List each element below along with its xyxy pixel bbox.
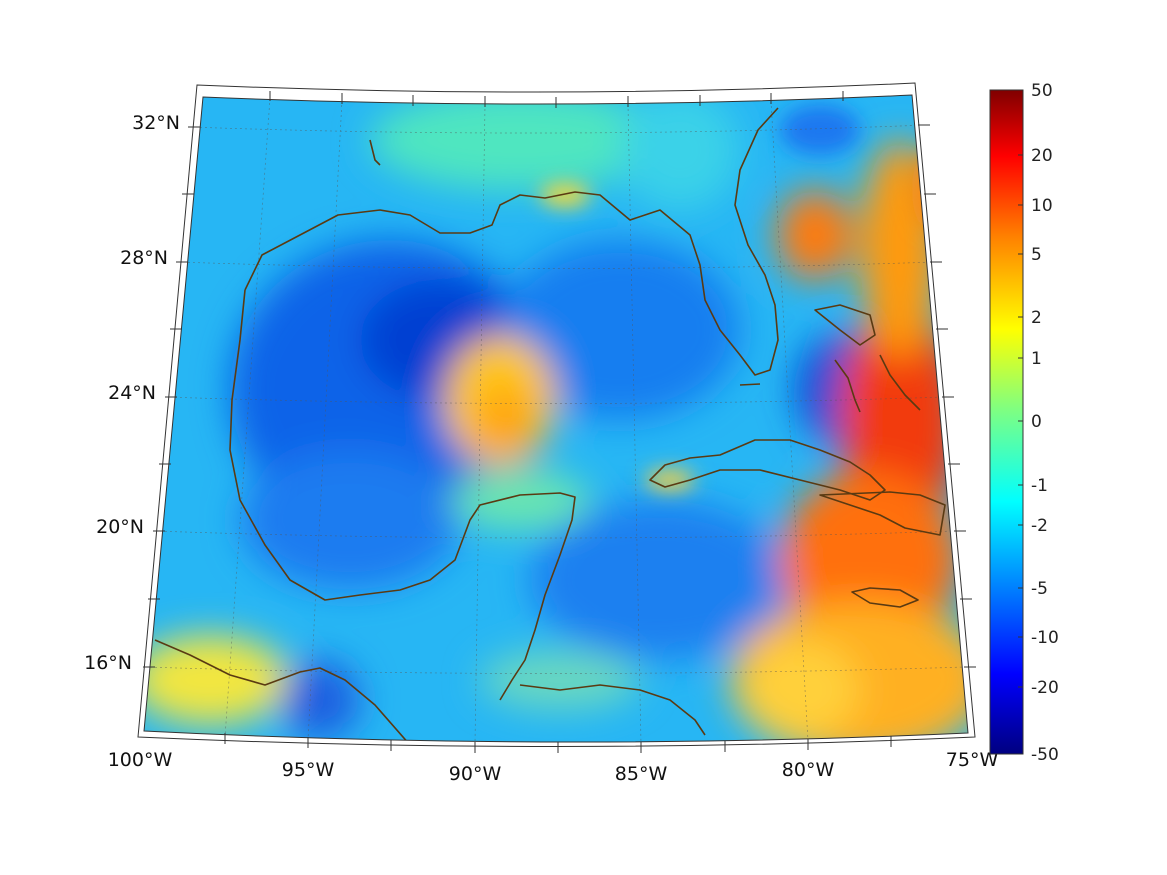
anomaly-field xyxy=(144,95,968,743)
colorbar-tick-label: -1 xyxy=(1031,476,1048,496)
colorbar-gradient xyxy=(989,89,1024,755)
lon-label: 90°W xyxy=(449,763,502,785)
lon-label: 80°W xyxy=(782,759,835,781)
colorbar-tick-label: -20 xyxy=(1031,678,1059,698)
lat-label: 24°N xyxy=(108,382,156,404)
colorbar-tick-label: 0 xyxy=(1031,412,1042,432)
lon-label: 95°W xyxy=(282,759,335,781)
lat-label: 20°N xyxy=(96,516,144,538)
colorbar-tick-label: -2 xyxy=(1031,516,1048,536)
colorbar-tick-label: -5 xyxy=(1031,579,1048,599)
colorbar-tick-label: 10 xyxy=(1031,196,1053,216)
colorbar-tick-label: 1 xyxy=(1031,349,1042,369)
lon-label: 100°W xyxy=(108,749,173,771)
graticule xyxy=(144,97,966,743)
colorbar-tick-label: 50 xyxy=(1031,81,1053,101)
colorbar-tick-label: 5 xyxy=(1031,245,1042,265)
lon-label: 75°W xyxy=(946,749,999,771)
colorbar-tick-label: -10 xyxy=(1031,628,1059,648)
map-frame xyxy=(137,82,976,753)
colorbar: 50 20 10 5 2 1 0 -1 -2 -5 -10 -20 -50 xyxy=(989,81,1059,765)
lon-label: 85°W xyxy=(615,763,668,785)
lat-label: 28°N xyxy=(120,247,168,269)
coastlines xyxy=(154,107,946,743)
colorbar-tick-label: 2 xyxy=(1031,308,1042,328)
lat-label: 16°N xyxy=(84,652,132,674)
colorbar-tick-label: 20 xyxy=(1031,146,1053,166)
colorbar-tick-label: -50 xyxy=(1031,745,1059,765)
lat-label: 32°N xyxy=(132,112,180,134)
